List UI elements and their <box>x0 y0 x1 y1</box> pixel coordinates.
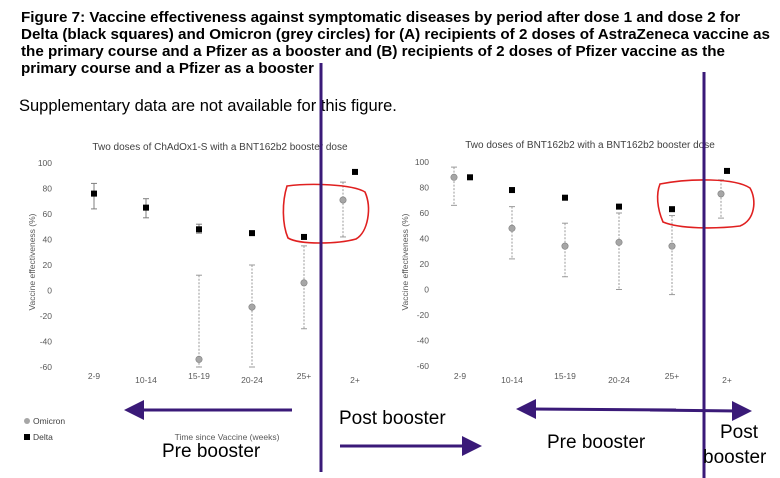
legend-omicron-label: Omicron <box>33 416 65 426</box>
chart-a-ytick-label: -60 <box>40 362 53 372</box>
chart-a-delta-point <box>91 190 97 197</box>
chart-b-omicron-point <box>508 224 516 232</box>
chart-b-ytick-label: 80 <box>420 183 430 193</box>
figure-title: Figure 7: Vaccine effectiveness against … <box>21 9 770 77</box>
chart-a-ytick-label: 100 <box>38 158 52 168</box>
chart-a-delta-point <box>143 204 149 211</box>
chart-a-delta-point <box>301 233 307 240</box>
chart-a-ytick-label: 60 <box>43 209 53 219</box>
chart-a-title: Two doses of ChAdOx1-S with a BNT162b2 b… <box>92 142 348 153</box>
chart-b-ytick-label: 0 <box>424 285 429 295</box>
arrow-right-post-head <box>732 401 752 421</box>
chart-b-xtick-label: 2+ <box>722 375 732 385</box>
arrow-right-post-shaft <box>649 408 739 413</box>
chart-b-delta-point <box>467 174 473 181</box>
chart-b-omicron-point <box>717 190 725 198</box>
chart-b-title: Two doses of BNT162b2 with a BNT162b2 bo… <box>465 140 715 151</box>
chart-a-omicron-point <box>248 303 256 311</box>
arrow-middle-post-head <box>462 436 482 456</box>
chart-b-delta-point <box>724 167 730 174</box>
label-right-post-line1: Post <box>720 422 759 443</box>
chart-a-ytick-label: 40 <box>43 235 53 245</box>
chart-b-omicron-point <box>668 242 676 250</box>
chart-a-omicron-point <box>300 279 308 287</box>
chart-a-xtick-label: 25+ <box>297 371 311 381</box>
red-circle-right <box>656 179 755 229</box>
chart-b-axes: -60 -40 -20 0 20 40 60 80 100 2-9 10-14 15-19 20-24 2… <box>415 157 732 385</box>
legend-delta-marker <box>24 434 30 440</box>
chart-a-xtick-label: 15-19 <box>188 371 210 381</box>
chart-b-ytick-label: 100 <box>415 157 429 167</box>
arrow-right-pre-head <box>516 399 536 419</box>
chart-b-marks <box>450 166 730 296</box>
label-right-post-line2: booster <box>703 447 767 468</box>
chart-a-xtick-label: 10-14 <box>135 375 157 385</box>
chart-a-xtick-label: 20-24 <box>241 375 263 385</box>
chart-a-delta-point <box>196 226 202 233</box>
chart-b-ytick-label: -60 <box>417 361 430 371</box>
chart-a-ytick-label: 80 <box>43 184 53 194</box>
label-middle-post-booster: Post booster <box>339 408 446 429</box>
annotations: Pre booster Post booster Pre booster Pos… <box>124 63 767 478</box>
chart-a-ytick-label: -40 <box>40 337 53 347</box>
chart-b-delta-point <box>562 194 568 201</box>
chart-b-omicron-point <box>561 242 569 250</box>
chart-a-x-axis-label: Time since Vaccine (weeks) <box>175 432 280 442</box>
chart-a-ytick-label: 20 <box>43 260 53 270</box>
chart-b-ytick-label: 20 <box>420 259 430 269</box>
chart-b-xtick-label: 2-9 <box>454 371 467 381</box>
chart-a-xtick-label: 2+ <box>350 375 360 385</box>
chart-b-delta-point <box>509 187 515 194</box>
chart-b-delta-point <box>669 206 675 213</box>
legend-omicron-marker <box>24 418 30 424</box>
chart-b-xtick-label: 10-14 <box>501 375 523 385</box>
chart-b-ytick-label: -20 <box>417 310 430 320</box>
chart-a: Two doses of ChAdOx1-S with a BNT162b2 b… <box>24 142 360 442</box>
chart-b-delta-point <box>616 203 622 210</box>
red-circle-left <box>282 183 370 244</box>
chart-b-omicron-point <box>450 173 458 181</box>
chart-a-omicron-point <box>339 196 347 204</box>
chart-b-ytick-label: 40 <box>420 234 430 244</box>
chart-b-omicron-point <box>615 238 623 246</box>
chart-b-xtick-label: 25+ <box>665 371 679 381</box>
label-left-pre-booster: Pre booster <box>162 441 261 462</box>
chart-b-ytick-label: 60 <box>420 208 430 218</box>
chart-b-y-axis-label: Vaccine effectiveness (%) <box>400 213 410 310</box>
chart-b-ytick-label: -40 <box>417 336 430 346</box>
legend-delta-label: Delta <box>33 432 53 442</box>
chart-a-omicron-point <box>195 355 203 363</box>
chart-a-delta-point <box>249 230 255 237</box>
chart-a-legend: Omicron Delta <box>24 416 65 442</box>
supplementary-note: Supplementary data are not available for… <box>19 97 397 115</box>
chart-a-axes: -60 -40 -20 0 20 40 60 80 100 2-9 10-14 15-19 20-24 2… <box>38 158 360 385</box>
chart-b-xtick-label: 15-19 <box>554 371 576 381</box>
chart-a-xtick-label: 2-9 <box>88 371 101 381</box>
arrow-left-pre-head <box>124 400 144 420</box>
chart-a-delta-point <box>352 168 358 175</box>
chart-a-ytick-label: 0 <box>47 286 52 296</box>
chart-a-marks <box>91 168 358 368</box>
chart-b-xtick-label: 20-24 <box>608 375 630 385</box>
label-right-pre-booster: Pre booster <box>547 432 646 453</box>
chart-a-ytick-label: -20 <box>40 311 53 321</box>
chart-b: Two doses of BNT162b2 with a BNT162b2 bo… <box>400 140 732 385</box>
chart-a-y-axis-label: Vaccine effectiveness (%) <box>27 213 37 310</box>
